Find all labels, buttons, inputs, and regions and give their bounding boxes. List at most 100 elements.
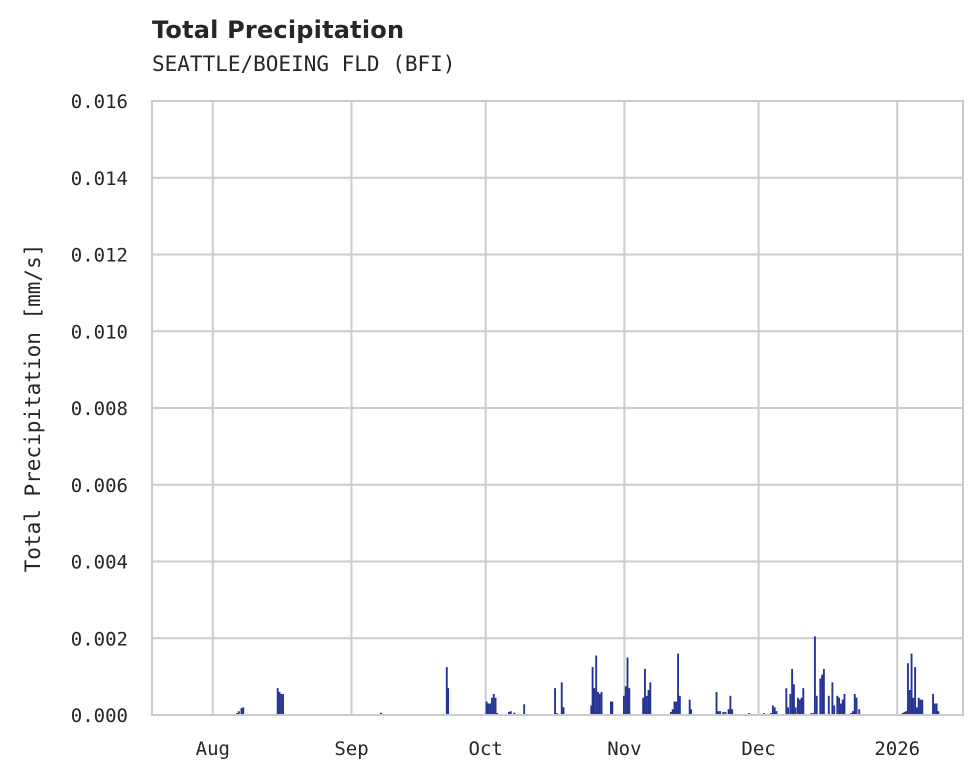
precipitation-bar bbox=[508, 711, 510, 715]
x-tick-label: Oct bbox=[469, 738, 503, 760]
precipitation-bar bbox=[792, 684, 795, 715]
precipitation-bar bbox=[509, 711, 512, 715]
chart-title: Total Precipitation bbox=[152, 16, 405, 44]
precipitation-bar bbox=[789, 693, 792, 715]
precipitation-bar bbox=[855, 697, 858, 715]
precipitation-bar bbox=[729, 695, 732, 715]
precipitation-bar bbox=[775, 711, 778, 715]
precipitation-bar bbox=[937, 711, 940, 715]
precipitation-bar bbox=[935, 703, 938, 715]
precipitation-bar bbox=[626, 657, 629, 715]
precipitation-bar bbox=[611, 701, 614, 715]
y-tick-label: 0.012 bbox=[71, 245, 128, 267]
precipitation-bar bbox=[513, 712, 516, 715]
precipitation-bar bbox=[858, 709, 861, 715]
precipitation-bar bbox=[600, 691, 603, 715]
x-tick-label: 2026 bbox=[874, 738, 920, 760]
precipitation-bar bbox=[785, 688, 788, 715]
chart-subtitle: SEATTLE/BOEING FLD (BFI) bbox=[152, 52, 456, 76]
precipitation-bar bbox=[489, 703, 492, 715]
precipitation-bar bbox=[237, 711, 240, 715]
precipitation-bar bbox=[690, 709, 692, 715]
precipitation-bar bbox=[802, 688, 805, 715]
y-tick-label: 0.000 bbox=[71, 705, 128, 727]
y-tick-label: 0.004 bbox=[71, 552, 128, 574]
grid-lines bbox=[152, 100, 963, 716]
precipitation-bar bbox=[278, 691, 281, 715]
precipitation-bar bbox=[642, 697, 645, 715]
x-axis-ticks: Aug Sep Oct Nov Dec 2026 bbox=[196, 738, 920, 760]
precipitation-bar bbox=[731, 709, 734, 715]
precipitation-bar bbox=[773, 707, 776, 715]
precipitation-bar bbox=[240, 708, 243, 715]
precipitation-bar bbox=[447, 688, 450, 715]
precipitation-bar bbox=[445, 667, 448, 715]
y-axis-label: Total Precipitation [mm/s] bbox=[21, 244, 45, 573]
precipitation-bar bbox=[649, 682, 652, 715]
precipitation-bar bbox=[715, 691, 718, 715]
precipitation-bar bbox=[669, 711, 672, 715]
precipitation-bar bbox=[853, 693, 856, 715]
precipitation-bar bbox=[560, 682, 563, 715]
precipitation-bar bbox=[912, 697, 915, 715]
precipitation-bar bbox=[798, 699, 801, 715]
precipitation-bar bbox=[822, 668, 825, 715]
precipitation-bar bbox=[282, 693, 285, 715]
precipitation-bar bbox=[771, 705, 774, 715]
precipitation-bar bbox=[819, 678, 822, 715]
precipitation-bar bbox=[791, 668, 794, 715]
precipitation-bar bbox=[719, 711, 722, 715]
x-tick-label: Aug bbox=[196, 738, 230, 760]
precipitation-bar bbox=[624, 686, 627, 715]
precipitation-bar bbox=[671, 709, 674, 715]
precipitation-bar bbox=[645, 695, 648, 715]
precipitation-bar bbox=[562, 707, 565, 715]
precipitation-bar bbox=[919, 699, 922, 715]
y-tick-label: 0.002 bbox=[71, 628, 128, 650]
precipitation-bar bbox=[839, 703, 842, 715]
precipitation-bar bbox=[628, 688, 631, 715]
precipitation-bar bbox=[903, 711, 906, 715]
precipitation-bar bbox=[487, 703, 490, 715]
precipitation-bar bbox=[841, 699, 844, 715]
precipitation-bar bbox=[644, 668, 646, 715]
precipitation-bar bbox=[910, 653, 913, 715]
precipitation-bar bbox=[727, 709, 730, 715]
precipitation-bar bbox=[677, 653, 679, 715]
precipitation-bar bbox=[678, 695, 681, 715]
precipitation-bar bbox=[831, 682, 834, 715]
precipitation-bar bbox=[787, 707, 790, 715]
precipitation-bar bbox=[688, 699, 691, 715]
precipitation-bar bbox=[821, 674, 824, 715]
y-tick-label: 0.008 bbox=[71, 398, 128, 420]
precipitation-bar bbox=[647, 690, 650, 715]
precipitation-bar bbox=[800, 697, 803, 715]
precipitation-bar bbox=[492, 693, 495, 715]
precipitation-bar bbox=[590, 705, 593, 715]
precipitation-bar bbox=[833, 705, 836, 715]
precipitation-bar bbox=[673, 701, 676, 715]
precipitation-bar bbox=[796, 697, 799, 715]
precipitation-bar bbox=[838, 697, 841, 715]
precipitation-bar bbox=[610, 701, 612, 715]
precipitation-bar bbox=[380, 712, 382, 715]
precipitation-bar bbox=[717, 711, 720, 715]
precipitation-bar bbox=[915, 707, 918, 715]
precipitation-bar bbox=[932, 693, 934, 715]
plot-frame bbox=[151, 100, 964, 716]
precipitation-bar bbox=[722, 711, 725, 715]
y-tick-label: 0.010 bbox=[71, 321, 128, 343]
precipitation-bar bbox=[794, 707, 797, 715]
precipitation-bar bbox=[598, 693, 601, 715]
precipitation-bar bbox=[494, 697, 497, 715]
precipitation-bar bbox=[242, 707, 245, 715]
precipitation-bar bbox=[813, 636, 816, 715]
precipitation-bar bbox=[907, 663, 909, 715]
precipitation-bar bbox=[593, 688, 596, 715]
precipitation-bar bbox=[815, 695, 818, 715]
precipitation-bar bbox=[491, 697, 493, 715]
precipitation-bar bbox=[724, 711, 727, 715]
x-tick-label: Sep bbox=[334, 738, 368, 760]
precipitation-bar bbox=[485, 701, 488, 715]
